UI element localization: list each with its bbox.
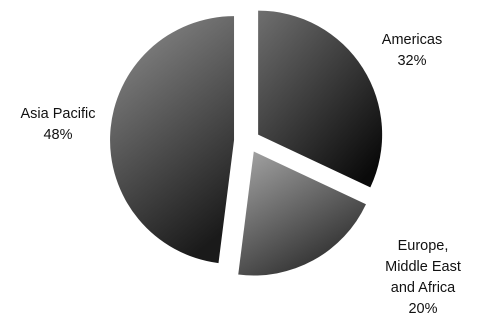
pie-slice-americas [258,10,383,188]
data-label-asia-pacific: Asia Pacific 48% [20,106,96,143]
pie-slice-emea [238,151,366,276]
data-label-emea: Europe, Middle East and Africa 20% [385,238,461,317]
data-label-americas: Americas 32% [381,32,443,69]
pie-slice-asia-pacific [110,16,235,264]
